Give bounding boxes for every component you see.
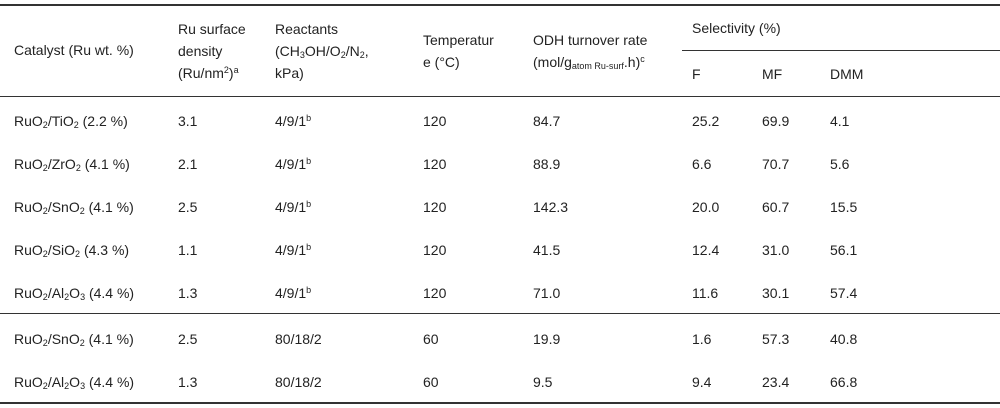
density-cell: 2.5 bbox=[178, 331, 198, 347]
selectivity-mf-cell: 31.0 bbox=[762, 242, 790, 258]
catalyst-cell: RuO2/Al2O3 (4.4 %) bbox=[14, 374, 135, 391]
selectivity-dmm-cell: 5.6 bbox=[830, 156, 850, 172]
catalyst-cell: RuO2/ZrO2 (4.1 %) bbox=[14, 156, 130, 173]
selectivity-f-cell: 9.4 bbox=[692, 374, 712, 390]
reactants-cell: 4/9/1b bbox=[275, 242, 312, 258]
reactants-cell: 4/9/1b bbox=[275, 199, 312, 215]
turnover-rate-cell: 71.0 bbox=[533, 285, 561, 301]
header-catalyst: Catalyst (Ru wt. %) bbox=[14, 42, 134, 58]
selectivity-f-cell: 20.0 bbox=[692, 199, 720, 215]
reactants-cell: 4/9/1b bbox=[275, 285, 312, 301]
selectivity-mf-cell: 57.3 bbox=[762, 331, 790, 347]
turnover-rate-cell: 19.9 bbox=[533, 331, 561, 347]
header-selectivity-f: F bbox=[692, 66, 701, 82]
density-cell: 1.3 bbox=[178, 285, 198, 301]
temperature-cell: 120 bbox=[423, 156, 447, 172]
selectivity-f-cell: 25.2 bbox=[692, 113, 720, 129]
catalyst-cell: RuO2/SnO2 (4.1 %) bbox=[14, 331, 134, 348]
temperature-cell: 120 bbox=[423, 285, 447, 301]
density-cell: 1.3 bbox=[178, 374, 198, 390]
bottom-rule bbox=[0, 402, 1000, 404]
catalyst-cell: RuO2/Al2O3 (4.4 %) bbox=[14, 285, 135, 302]
selectivity-mf-cell: 60.7 bbox=[762, 199, 790, 215]
header-reactants: Reactants (CH3OH/O2/N2, kPa) bbox=[275, 21, 369, 81]
selectivity-subrule bbox=[682, 50, 1000, 51]
selectivity-dmm-cell: 66.8 bbox=[830, 374, 858, 390]
header-selectivity-dmm: DMM bbox=[830, 66, 864, 82]
reactants-cell: 80/18/2 bbox=[275, 331, 322, 347]
turnover-rate-cell: 84.7 bbox=[533, 113, 561, 129]
selectivity-f-cell: 1.6 bbox=[692, 331, 712, 347]
temperature-cell: 120 bbox=[423, 113, 447, 129]
density-cell: 2.1 bbox=[178, 156, 198, 172]
density-cell: 3.1 bbox=[178, 113, 198, 129]
header-ru-surface-density: Ru surface density (Ru/nm2)a bbox=[178, 21, 246, 81]
reactants-cell: 80/18/2 bbox=[275, 374, 322, 390]
temperature-cell: 120 bbox=[423, 199, 447, 215]
temperature-cell: 60 bbox=[423, 374, 439, 390]
selectivity-dmm-cell: 4.1 bbox=[830, 113, 850, 129]
section-rule bbox=[0, 313, 1000, 314]
selectivity-dmm-cell: 15.5 bbox=[830, 199, 858, 215]
density-cell: 1.1 bbox=[178, 242, 198, 258]
temperature-cell: 60 bbox=[423, 331, 439, 347]
selectivity-mf-cell: 69.9 bbox=[762, 113, 790, 129]
density-cell: 2.5 bbox=[178, 199, 198, 215]
selectivity-f-cell: 11.6 bbox=[692, 285, 719, 301]
turnover-rate-cell: 9.5 bbox=[533, 374, 553, 390]
catalyst-cell: RuO2/SiO2 (4.3 %) bbox=[14, 242, 130, 259]
catalyst-cell: RuO2/TiO2 (2.2 %) bbox=[14, 113, 128, 130]
selectivity-mf-cell: 70.7 bbox=[762, 156, 790, 172]
selectivity-mf-cell: 30.1 bbox=[762, 285, 790, 301]
selectivity-dmm-cell: 57.4 bbox=[830, 285, 858, 301]
selectivity-f-cell: 12.4 bbox=[692, 242, 720, 258]
reactants-cell: 4/9/1b bbox=[275, 113, 312, 129]
turnover-rate-cell: 142.3 bbox=[533, 199, 569, 215]
header-odh-turnover-rate: ODH turnover rate (mol/gatom Ru-surf.h)c bbox=[533, 32, 648, 71]
temperature-cell: 120 bbox=[423, 242, 447, 258]
selectivity-dmm-cell: 56.1 bbox=[830, 242, 858, 258]
turnover-rate-cell: 41.5 bbox=[533, 242, 561, 258]
header-selectivity-mf: MF bbox=[762, 66, 783, 82]
turnover-rate-cell: 88.9 bbox=[533, 156, 561, 172]
header-bottom-rule bbox=[0, 96, 1000, 97]
selectivity-mf-cell: 23.4 bbox=[762, 374, 790, 390]
top-rule bbox=[0, 4, 1000, 6]
selectivity-f-cell: 6.6 bbox=[692, 156, 712, 172]
selectivity-dmm-cell: 40.8 bbox=[830, 331, 858, 347]
reactants-cell: 4/9/1b bbox=[275, 156, 312, 172]
header-temperature: Temperatur e (°C) bbox=[423, 32, 494, 70]
catalyst-cell: RuO2/SnO2 (4.1 %) bbox=[14, 199, 134, 216]
header-selectivity: Selectivity (%) bbox=[692, 20, 781, 36]
